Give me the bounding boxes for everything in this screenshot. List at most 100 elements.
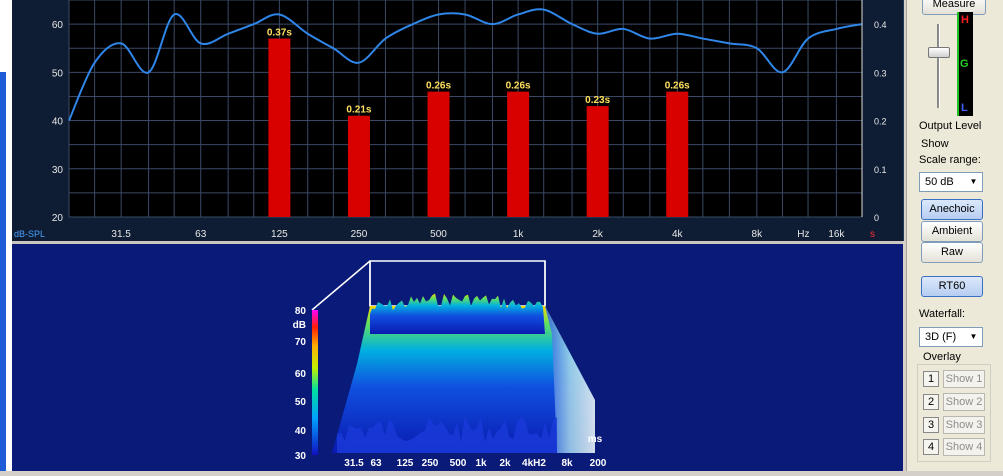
color-scale-bar: [312, 310, 318, 455]
waterfall-panel[interactable]: 80 dB 70 60 50 40 30 31.5 63 125 250 500 1k 2k 4kH2 8k m…: [12, 244, 903, 471]
waterfall-surface: [332, 293, 595, 453]
z-tick-label: 40: [295, 426, 307, 437]
x-tick-label: 2k: [592, 229, 604, 240]
right-tick-label: 0.2: [874, 117, 887, 127]
overlay-4-button[interactable]: 4: [923, 439, 939, 455]
z-tick-label: 50: [295, 397, 307, 408]
left-tick-label: 20: [52, 213, 64, 224]
time-end-label: 200: [590, 458, 607, 469]
z-tick-label: 80: [295, 306, 307, 317]
waterfall-value: 3D (F): [925, 331, 957, 343]
overlay-label: Overlay: [923, 351, 961, 363]
left-unit-label: dB-SPL: [14, 229, 45, 239]
rt60-bar: [347, 115, 370, 217]
bar-value-label: 0.26s: [426, 81, 451, 92]
x-tick-label: 250: [422, 458, 439, 469]
x-tick-label: 8k: [752, 229, 764, 240]
z-tick-label: 30: [295, 451, 307, 462]
x-tick-label: 31.5: [344, 458, 364, 469]
output-level-label: Output Level: [919, 120, 982, 132]
overlay-1-button[interactable]: 1: [923, 371, 939, 387]
right-tick-label: 0.4: [874, 20, 887, 30]
x-tick-label: 125: [397, 458, 414, 469]
rt60-bar: [268, 38, 291, 218]
rt60-button[interactable]: RT60: [921, 276, 983, 297]
meter-mid-label: G: [960, 58, 969, 70]
meter-high-label: H: [961, 14, 969, 26]
x-tick-label: 63: [195, 229, 207, 240]
ambient-button[interactable]: Ambient: [921, 221, 983, 242]
left-tick-label: 60: [52, 20, 64, 31]
x-tick-label: 125: [271, 229, 288, 240]
window-left-edge: [0, 0, 12, 471]
chevron-down-icon[interactable]: ▼: [969, 177, 978, 186]
left-tick-label: 30: [52, 165, 64, 176]
x-tick-label: 16k: [828, 229, 845, 240]
show-1-button[interactable]: Show 1: [943, 370, 985, 388]
left-tick-label: 50: [52, 68, 64, 79]
waterfall-labels: 80 dB 70 60 50 40 30 31.5 63 125 250 500 1k 2k 4kH2 8k m…: [293, 306, 607, 469]
scale-range-label: Scale range:: [919, 154, 981, 166]
rt60-bar: [586, 106, 609, 217]
scale-range-value: 50 dB: [925, 176, 954, 188]
surface-ridge: [370, 293, 545, 334]
z-tick-label: 60: [295, 369, 307, 380]
bar-value-label: 0.26s: [665, 81, 690, 92]
time-axis-label: ms: [588, 434, 603, 445]
overlay-group: 1 Show 1 2 Show 2 3 Show 3 4 Show 4: [917, 364, 991, 462]
x-tick-label: 500: [450, 458, 467, 469]
rt60-bar: [507, 91, 530, 217]
level-meter: H G L: [957, 12, 973, 116]
meter-low-label: L: [961, 102, 968, 114]
overlay-3-button[interactable]: 3: [923, 417, 939, 433]
surface-decay-side: [545, 306, 595, 453]
chart-grid: [68, 0, 863, 218]
x-tick-label: 250: [351, 229, 368, 240]
anechoic-button[interactable]: Anechoic: [921, 199, 983, 220]
rt60-chart[interactable]: 0.37s 0.21s 0.26s 0.26s 0.23s 0.26s 60 50 40 30 2…: [12, 0, 903, 241]
frame-edge: [311, 260, 371, 311]
rt60-bar: [666, 91, 689, 217]
waterfall-label: Waterfall:: [919, 308, 966, 320]
right-unit-label: s: [870, 229, 875, 240]
bar-value-label: 0.23s: [585, 95, 610, 106]
measure-button[interactable]: Measure: [922, 0, 986, 15]
bar-value-label: 0.26s: [506, 81, 531, 92]
right-tick-label: 0: [874, 213, 879, 223]
surface-front: [337, 416, 557, 453]
waterfall-select[interactable]: 3D (F) ▼: [919, 327, 983, 347]
show-2-button[interactable]: Show 2: [943, 393, 985, 411]
x-tick-label: 4k: [672, 229, 684, 240]
chart-axes: 60 50 40 30 20 0.4 0.3 0.2 0.1 0 31.5 63 125 250 500 1k…: [14, 0, 887, 240]
x-tick-label: 1k: [513, 229, 525, 240]
x-tick-label: 500: [430, 229, 447, 240]
scale-range-select[interactable]: 50 dB ▼: [919, 172, 983, 192]
show-3-button[interactable]: Show 3: [943, 416, 985, 434]
right-tick-label: 0.1: [874, 165, 887, 175]
left-edge-accent: [0, 72, 6, 471]
x-tick-label: 8k: [561, 458, 573, 469]
rt60-chart-panel[interactable]: 0.37s 0.21s 0.26s 0.26s 0.23s 0.26s 60 50 40 30 2…: [12, 0, 904, 241]
spl-curve: [68, 8, 863, 121]
output-level-slider[interactable]: [927, 20, 950, 110]
left-tick-label: 40: [52, 117, 64, 128]
chevron-down-icon[interactable]: ▼: [969, 332, 978, 341]
slider-thumb[interactable]: [928, 47, 950, 58]
panel-divider[interactable]: [12, 241, 903, 244]
right-tick-label: 0.3: [874, 68, 887, 78]
bar-value-label: 0.37s: [267, 28, 292, 39]
overlay-2-button[interactable]: 2: [923, 394, 939, 410]
x-tick-label: 1k: [475, 458, 487, 469]
z-tick-label: dB: [293, 320, 306, 331]
waterfall-3d-plot[interactable]: 80 dB 70 60 50 40 30 31.5 63 125 250 500 1k 2k 4kH2 8k m…: [12, 244, 903, 471]
rt60-bars: 0.37s 0.21s 0.26s 0.26s 0.23s 0.26s: [267, 28, 690, 218]
x-tick-label: 4kH2: [522, 458, 546, 469]
x-tick-label: 31.5: [111, 229, 131, 240]
show-label: Show: [921, 138, 949, 150]
surface-body: [332, 306, 595, 453]
show-4-button[interactable]: Show 4: [943, 438, 985, 456]
raw-button[interactable]: Raw: [921, 242, 983, 263]
control-sidebar: Measure H G L Output Level Show Scale ra…: [906, 0, 1003, 471]
z-tick-label: 70: [295, 337, 307, 348]
rt60-bar: [427, 91, 450, 217]
